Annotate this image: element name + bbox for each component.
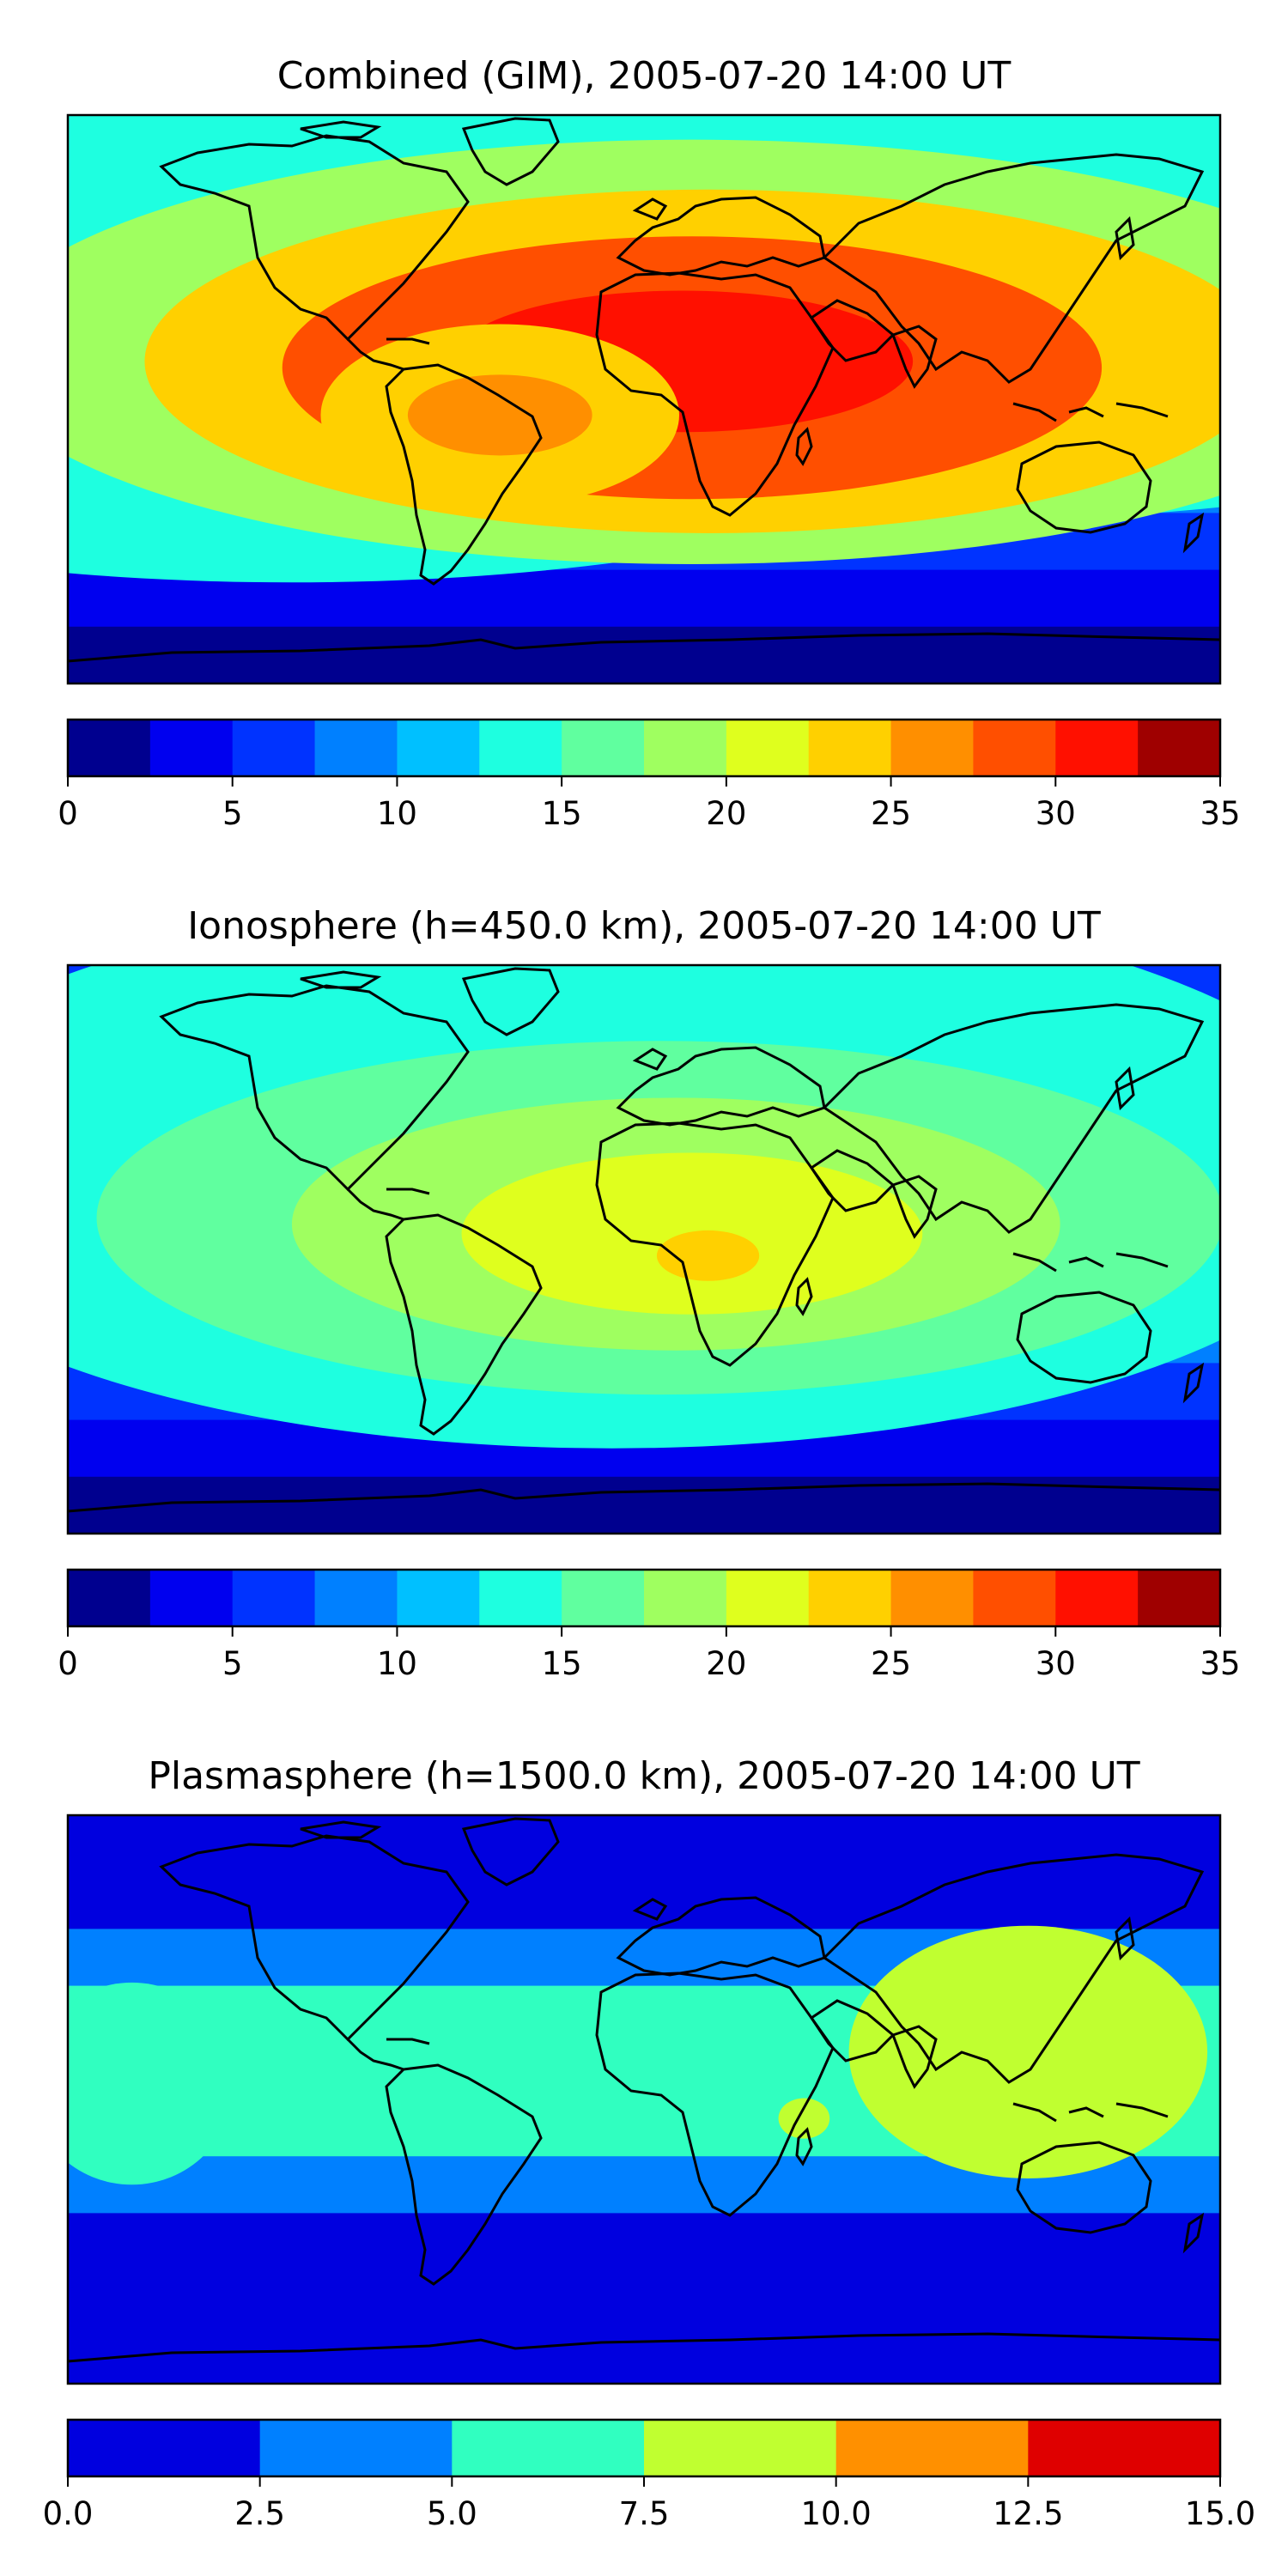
colorbar-segment [479, 1570, 562, 1626]
colorbar-segment [890, 720, 974, 776]
contour-blob [68, 1982, 234, 2185]
colorbar-tick-label: 15 [542, 1645, 582, 1682]
colorbar-segment [1138, 720, 1221, 776]
colorbar-segment [232, 1570, 316, 1626]
colorbar-frame [66, 718, 1222, 778]
colorbar-segment [1055, 1570, 1139, 1626]
map-field [68, 965, 1220, 1534]
colorbar-segment [68, 720, 151, 776]
colorbar-segment [259, 2420, 453, 2476]
colorbar-tick-label: 15.0 [1185, 2495, 1255, 2532]
colorbar-segment [726, 720, 810, 776]
colorbar-tick-label: 0.0 [43, 2495, 94, 2532]
colorbar-tick-label: 12.5 [993, 2495, 1063, 2532]
colorbar-tick-label: 30 [1036, 795, 1076, 832]
colorbar-segment [890, 1570, 974, 1626]
colorbar-segment [973, 1570, 1056, 1626]
contour-blob [656, 1230, 760, 1281]
panel-title: Combined (GIM), 2005-07-20 14:00 UT [277, 54, 1012, 98]
contour-blob [848, 1925, 1208, 2178]
colorbar-segment [479, 720, 562, 776]
map-field [68, 115, 1220, 683]
colorbar-segment [562, 1570, 645, 1626]
map-frame [66, 1814, 1222, 2385]
contour-blob [407, 374, 592, 456]
panel-title: Ionosphere (h=450.0 km), 2005-07-20 14:0… [187, 904, 1101, 948]
colorbar-segment [149, 720, 234, 776]
colorbar-segment [808, 1570, 892, 1626]
colorbar-frame [66, 1568, 1222, 1628]
colorbar-tick-label: 5 [222, 1645, 243, 1682]
colorbar-tick-label: 2.5 [234, 2495, 285, 2532]
colorbar: 0 5 10 15 20 25 30 35 [58, 718, 1241, 832]
colorbar-segment [232, 720, 316, 776]
colorbar-segment [452, 2420, 645, 2476]
colorbar-segment [644, 2420, 837, 2476]
colorbar-segment [1055, 720, 1139, 776]
map-frame [66, 113, 1222, 685]
colorbar-tick-label: 25 [871, 795, 911, 832]
colorbar-segment [397, 1570, 480, 1626]
colorbar-tick-label: 5.0 [427, 2495, 477, 2532]
colorbar-tick-label: 10.0 [800, 2495, 871, 2532]
colorbar-tick-label: 10 [377, 1645, 417, 1682]
colorbar-tick-label: 20 [706, 1645, 746, 1682]
map-field [68, 1815, 1220, 2384]
colorbar-segment [562, 720, 645, 776]
panel-1: Ionosphere (h=450.0 km), 2005-07-20 14:0… [58, 904, 1241, 1682]
colorbar-segment [973, 720, 1056, 776]
contour-blob [778, 2098, 830, 2139]
colorbar-segment [149, 1570, 234, 1626]
colorbar-tick-label: 25 [871, 1645, 911, 1682]
panel-0: Combined (GIM), 2005-07-20 14:00 UT 0 5 10 1… [58, 54, 1241, 832]
colorbar-segment [808, 720, 892, 776]
colorbar-segment [68, 2420, 261, 2476]
colorbar-tick-label: 7.5 [619, 2495, 670, 2532]
colorbar-tick-label: 30 [1036, 1645, 1076, 1682]
colorbar-segment [397, 720, 480, 776]
colorbar-segment [644, 720, 727, 776]
colorbar-tick-label: 10 [377, 795, 417, 832]
colorbar-segment [314, 1570, 398, 1626]
panel-2: Plasmasphere (h=1500.0 km), 2005-07-20 1… [43, 1754, 1256, 2532]
colorbar-tick-label: 15 [542, 795, 582, 832]
colorbar: 0 5 10 15 20 25 30 35 [58, 1568, 1241, 1682]
colorbar-segment [314, 720, 398, 776]
colorbar-tick-label: 0 [58, 1645, 78, 1682]
map-frame [66, 963, 1222, 1535]
colorbar-tick-label: 0 [58, 795, 78, 832]
colorbar: 0.0 2.5 5.0 7.5 10.0 12.5 15.0 [43, 2418, 1255, 2532]
panel-title: Plasmasphere (h=1500.0 km), 2005-07-20 1… [148, 1754, 1139, 1798]
colorbar-segment [1028, 2420, 1221, 2476]
colorbar-tick-label: 35 [1200, 795, 1240, 832]
colorbar-segment [835, 2420, 1029, 2476]
colorbar-segment [68, 1570, 151, 1626]
colorbar-tick-label: 5 [222, 795, 243, 832]
colorbar-tick-label: 20 [706, 795, 746, 832]
colorbar-tick-label: 35 [1200, 1645, 1240, 1682]
colorbar-segment [1138, 1570, 1221, 1626]
colorbar-segment [726, 1570, 810, 1626]
colorbar-segment [644, 1570, 727, 1626]
